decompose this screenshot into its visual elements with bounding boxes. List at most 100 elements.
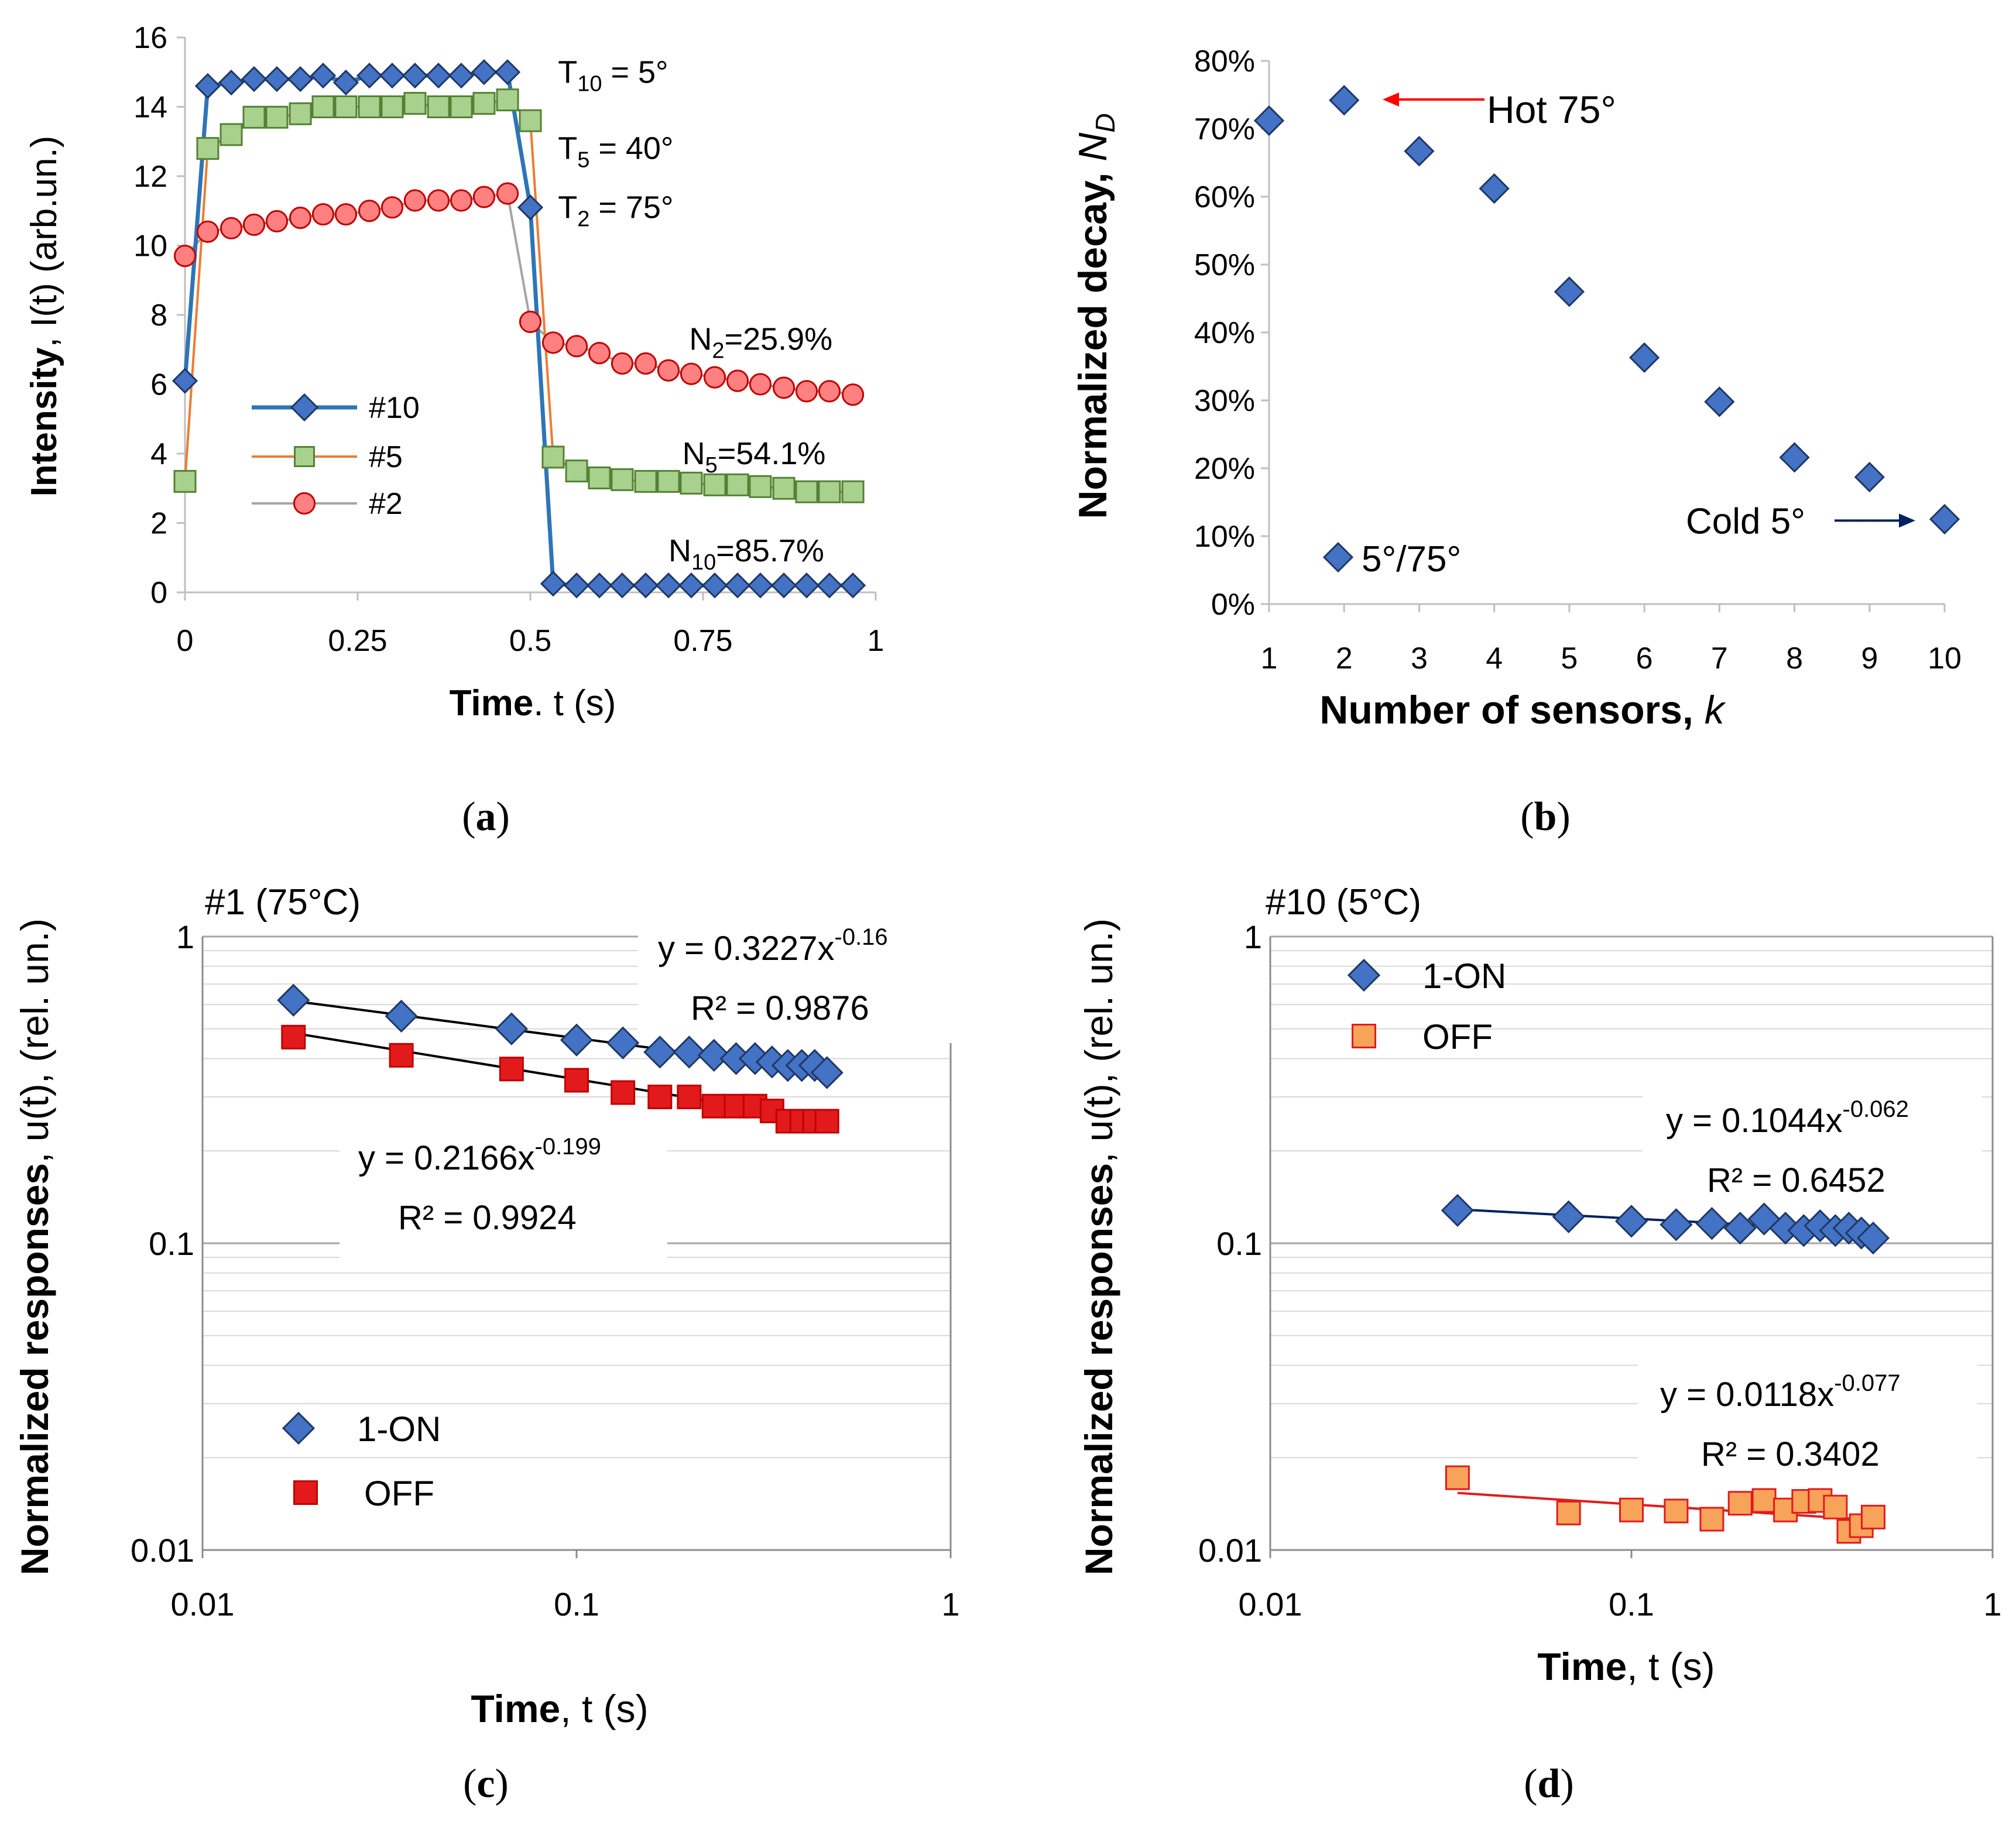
data-point-n5 — [265, 105, 289, 129]
y-tick-label: 6 — [150, 368, 167, 402]
data-point-n5 — [311, 95, 335, 118]
data-point — [1404, 136, 1435, 167]
data-point-n2 — [541, 331, 565, 354]
data-point-1-on — [1856, 1221, 1890, 1255]
data-point-n10 — [747, 572, 774, 599]
data-point-n2 — [334, 203, 358, 226]
data-point-1-on — [385, 999, 418, 1033]
data-point — [1779, 442, 1810, 473]
data-point-n2 — [818, 380, 841, 403]
equation-background — [638, 919, 954, 1036]
data-point-n10 — [770, 572, 797, 599]
data-point-n10 — [263, 66, 290, 92]
data-point-off — [1619, 1497, 1644, 1522]
data-point-off — [1823, 1494, 1848, 1520]
data-point-n10 — [586, 572, 613, 599]
data-point-1-on — [810, 1056, 844, 1089]
data-point-n5 — [358, 95, 381, 118]
legend-label: #5 — [369, 440, 403, 474]
panel-label: (c) — [463, 1761, 509, 1806]
data-point-n10 — [632, 572, 659, 599]
data-point-off — [1860, 1504, 1885, 1529]
data-point-n2 — [726, 369, 749, 392]
trendline-equation: y = 0.3227x-0.16 — [658, 924, 888, 968]
data-point-n10 — [655, 572, 682, 599]
legend-marker — [294, 446, 315, 467]
data-point-n10 — [218, 69, 245, 96]
chart-title: #1 (75°C) — [205, 882, 361, 922]
data-point-n5 — [173, 469, 197, 493]
x-tick-label: 3 — [1411, 642, 1428, 675]
data-point-n10 — [194, 73, 221, 100]
trendline-equation: y = 0.2166x-0.199 — [358, 1134, 601, 1177]
data-point — [1479, 173, 1510, 204]
annotation-label: T2 = 75° — [558, 190, 673, 231]
y-tick-label: 70% — [1194, 112, 1255, 146]
annotation-label: N5=54.1% — [683, 436, 826, 478]
data-point-off — [389, 1042, 414, 1068]
data-point-n2 — [634, 352, 657, 375]
data-point-n5 — [196, 137, 220, 160]
data-point-n10 — [839, 572, 866, 599]
y-tick-label: 4 — [150, 437, 167, 471]
data-point-n10 — [471, 59, 498, 85]
x-tick-label: 0.01 — [171, 1586, 235, 1623]
data-point-off — [611, 1080, 636, 1105]
y-tick-label: 20% — [1194, 452, 1255, 486]
data-point-n5 — [472, 92, 496, 115]
y-tick-label: 14 — [133, 91, 167, 125]
y-tick-label: 0.01 — [1198, 1532, 1262, 1569]
y-tick-label: 80% — [1194, 44, 1255, 78]
data-point-n2 — [611, 352, 634, 375]
y-tick-label: 1 — [176, 918, 194, 955]
data-point-1-on — [643, 1035, 677, 1069]
hot-arrow-head — [1383, 92, 1399, 107]
data-point-n5 — [289, 102, 312, 125]
data-point-n2 — [289, 207, 312, 229]
data-point-n2 — [173, 245, 197, 268]
data-point-n10 — [287, 66, 314, 92]
data-point-n2 — [703, 366, 726, 389]
data-point-n10 — [793, 572, 820, 599]
annotation-label: T5 = 40° — [558, 131, 673, 173]
panel-label: (d) — [1524, 1761, 1574, 1806]
data-point-n2 — [841, 383, 865, 406]
data-point-1-on — [495, 1012, 528, 1045]
data-point-n5 — [220, 123, 243, 146]
panel-b: 0% 10% 20% 30% 40% 50% 60% 70% 80% 1 2 3 4 5 6 7 8 9 10 5°/… — [1071, 44, 1962, 839]
x-tick-label: 8 — [1786, 642, 1803, 675]
data-point-n2 — [749, 373, 772, 396]
x-tick-label: 7 — [1711, 642, 1728, 675]
data-point-n10 — [379, 63, 406, 89]
data-point — [1854, 461, 1885, 493]
panel-a: 0 2 4 6 8 10 12 14 16 0 0.25 0.5 0.75 1 #10 #5 #2 T10 = 5… — [24, 21, 884, 839]
data-point-off — [677, 1084, 702, 1109]
data-point-n5 — [703, 473, 726, 496]
data-point-n2 — [772, 376, 796, 399]
data-point-off — [1445, 1465, 1470, 1490]
annotation-label: T10 = 5° — [558, 54, 668, 96]
data-point-n2 — [220, 217, 243, 239]
data-point-n2 — [265, 210, 289, 233]
data-point-n10 — [425, 63, 452, 89]
y-tick-label: 2 — [150, 507, 167, 541]
chart-title: #10 (5°C) — [1266, 882, 1421, 922]
data-point-n2 — [380, 196, 404, 219]
data-point-off — [1699, 1507, 1724, 1532]
data-point-n5 — [565, 459, 588, 483]
data-point-1-on — [1695, 1207, 1729, 1240]
data-point-n5 — [403, 92, 427, 115]
data-point-n5 — [242, 105, 266, 129]
data-point-n10 — [609, 572, 636, 599]
data-point-n5 — [749, 475, 772, 498]
r-squared-label: R² = 0.3402 — [1701, 1435, 1880, 1473]
data-point-n5 — [334, 95, 358, 118]
data-point-n10 — [332, 69, 359, 96]
data-point-1-on — [560, 1023, 594, 1057]
y-tick-label: 10% — [1194, 520, 1255, 554]
data-point-n2 — [242, 213, 266, 236]
data-point-n5 — [657, 469, 680, 493]
data-point-n10 — [494, 59, 521, 85]
cold-annotation: Cold 5° — [1686, 501, 1805, 541]
data-point-1-on — [1552, 1200, 1585, 1233]
